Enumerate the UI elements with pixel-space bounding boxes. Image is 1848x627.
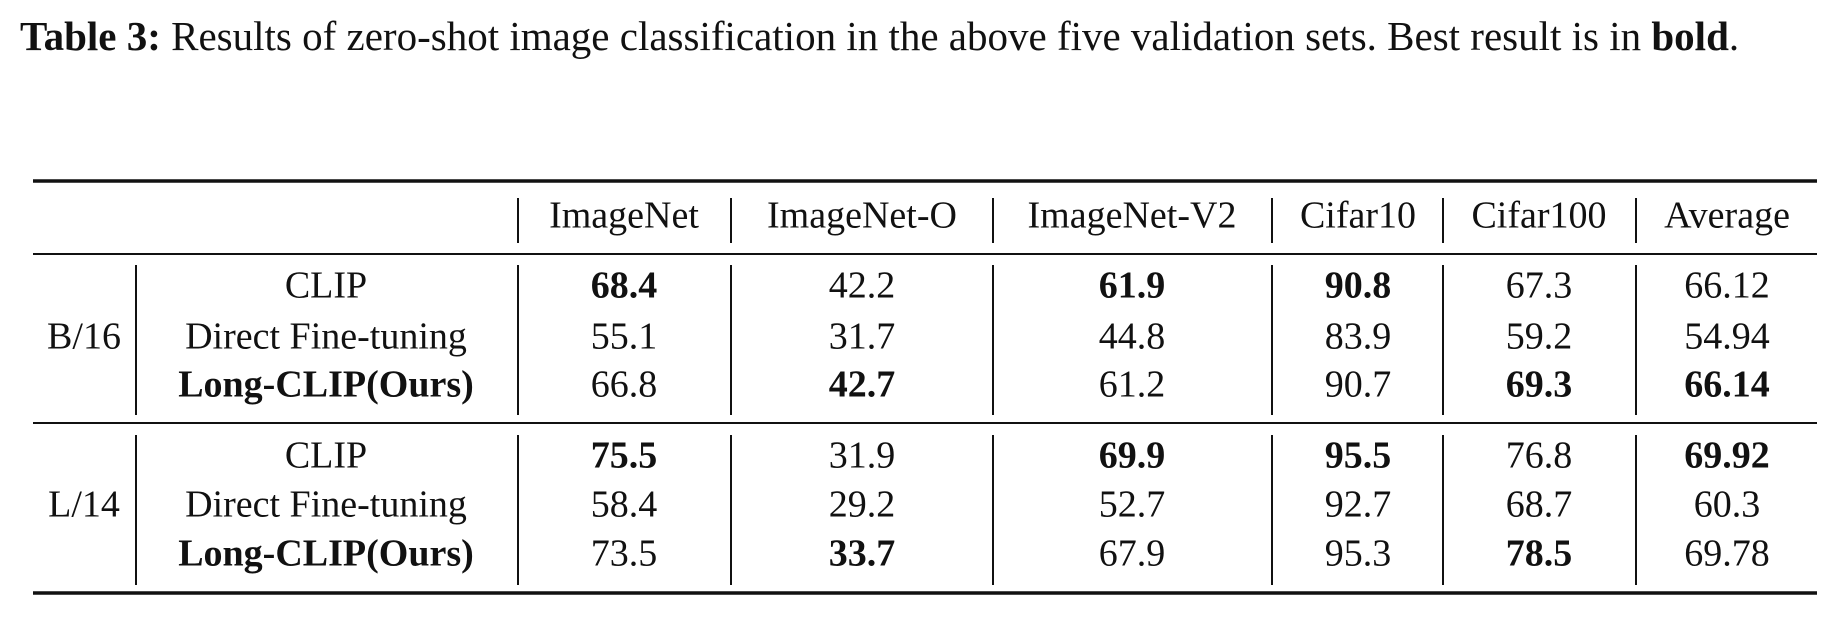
method-name: CLIP [285,265,367,307]
column-header: ImageNet [549,195,699,237]
method-name: Long-CLIP(Ours) [178,364,474,406]
group-label: L/14 [48,484,120,526]
caption: Table 3: Results of zero-shot image clas… [20,8,1835,65]
cell-value: 69.78 [1684,533,1770,575]
cell-value: 61.9 [1099,265,1166,307]
cell-value: 60.3 [1694,484,1761,526]
cell-value: 83.9 [1325,316,1392,358]
cell-value: 75.5 [591,435,658,477]
cell-value: 69.3 [1506,364,1573,406]
column-header: ImageNet-V2 [1028,195,1237,237]
caption-bold: bold [1651,13,1729,59]
cell-value: 52.7 [1099,484,1166,526]
cell-value: 69.9 [1099,435,1166,477]
cell-value: 29.2 [829,484,896,526]
cell-value: 66.12 [1684,265,1770,307]
cell-value: 95.3 [1325,533,1392,575]
cell-value: 31.7 [829,316,896,358]
method-name: CLIP [285,435,367,477]
cell-value: 58.4 [591,484,658,526]
cell-value: 42.2 [829,265,896,307]
column-header: Cifar100 [1471,195,1606,237]
cell-value: 33.7 [829,533,896,575]
column-header: Average [1664,195,1790,237]
cell-value: 92.7 [1325,484,1392,526]
cell-value: 66.14 [1684,364,1770,406]
cell-value: 68.7 [1506,484,1573,526]
caption-end: . [1728,13,1740,59]
cell-value: 68.4 [591,265,658,307]
column-header: ImageNet-O [767,195,957,237]
column-header: Cifar10 [1300,195,1416,237]
cell-value: 54.94 [1684,316,1770,358]
cell-value: 59.2 [1506,316,1573,358]
method-name: Direct Fine-tuning [185,316,467,358]
method-name: Direct Fine-tuning [185,484,467,526]
cell-value: 44.8 [1099,316,1166,358]
cell-value: 67.9 [1099,533,1166,575]
cell-value: 78.5 [1506,533,1573,575]
method-name: Long-CLIP(Ours) [178,533,474,575]
group-label: B/16 [47,316,121,358]
cell-value: 90.8 [1325,265,1392,307]
cell-value: 42.7 [829,364,896,406]
cell-value: 76.8 [1506,435,1573,477]
caption-label: Table 3: [20,13,161,59]
cell-value: 55.1 [591,316,658,358]
cell-value: 95.5 [1325,435,1392,477]
cell-value: 90.7 [1325,364,1392,406]
cell-value: 67.3 [1506,265,1573,307]
cell-value: 66.8 [591,364,658,406]
cell-value: 73.5 [591,533,658,575]
cell-value: 31.9 [829,435,896,477]
cell-value: 69.92 [1684,435,1770,477]
cell-value: 61.2 [1099,364,1166,406]
caption-text: Results of zero-shot image classificatio… [171,13,1642,59]
